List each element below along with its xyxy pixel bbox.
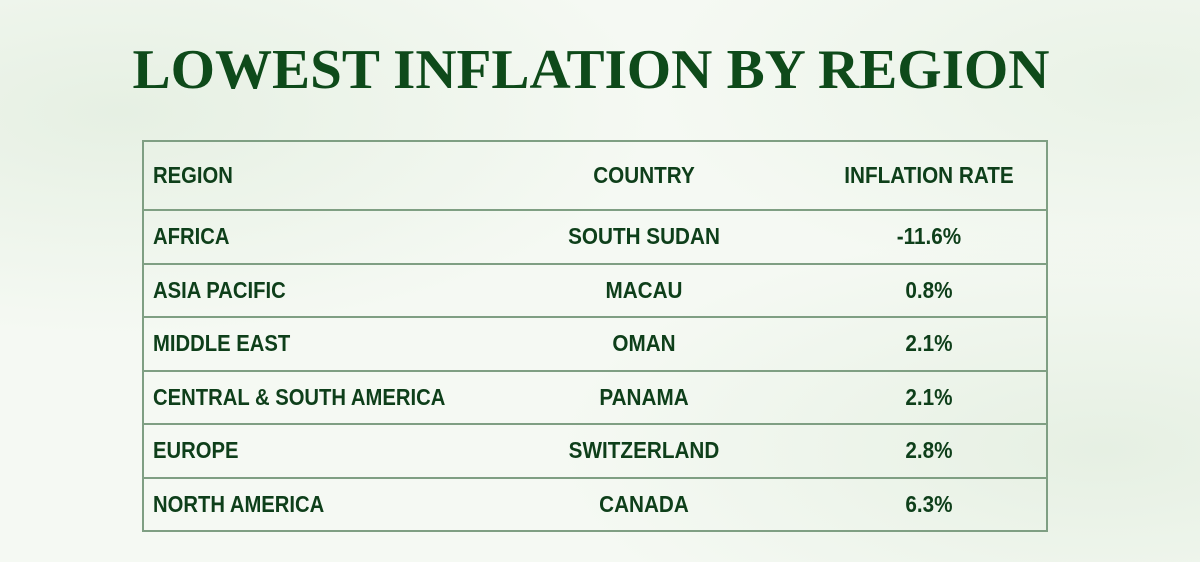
table-cell: EUROPE [153,437,239,464]
table-row: MIDDLE EAST OMAN 2.1% [144,316,1046,370]
table-cell: ASIA PACIFIC [153,276,286,303]
table-cell: -11.6% [896,223,962,250]
table-cell: PANAMA [599,383,689,410]
table-cell: 2.1% [905,330,953,357]
table-row: CENTRAL & SOUTH AMERICA PANAMA 2.1% [144,369,1046,424]
table: REGION COUNTRY INFLATION RATE AFRICA SOUT… [142,140,1048,532]
table-cell: MACAU [605,276,683,303]
table-cell: 2.1% [905,383,953,410]
header-row: REGION COUNTRY INFLATION RATE [144,142,1046,209]
table-cell: OMAN [612,330,676,357]
table-cell: MIDDLE EAST [153,330,291,357]
table-cell: SWITZERLAND [568,437,720,464]
column-header: COUNTRY [593,162,695,188]
table-cell: 2.8% [905,437,953,464]
table-row: ASIA PACIFIC MACAU 0.8% [144,262,1046,317]
table-cell: 0.8% [905,276,953,303]
table-cell: SOUTH SUDAN [568,223,720,250]
table-cell: 6.3% [905,490,953,517]
table-cell: NORTH AMERICA [153,490,325,517]
title-area: LOWEST INFLATION BY REGION [133,39,1050,101]
table-row: NORTH AMERICA CANADA 6.3% [144,476,1046,531]
title: LOWEST INFLATION BY REGION [133,39,1050,101]
table-cell: CENTRAL & SOUTH AMERICA [153,383,446,410]
column-header: REGION [153,162,233,188]
table-row: EUROPE SWITZERLAND 2.8% [144,423,1046,477]
table-cell: CANADA [599,490,689,517]
table-cell: AFRICA [153,223,230,250]
column-header: INFLATION RATE [844,162,1014,188]
table-row: AFRICA SOUTH SUDAN -11.6% [144,209,1046,263]
